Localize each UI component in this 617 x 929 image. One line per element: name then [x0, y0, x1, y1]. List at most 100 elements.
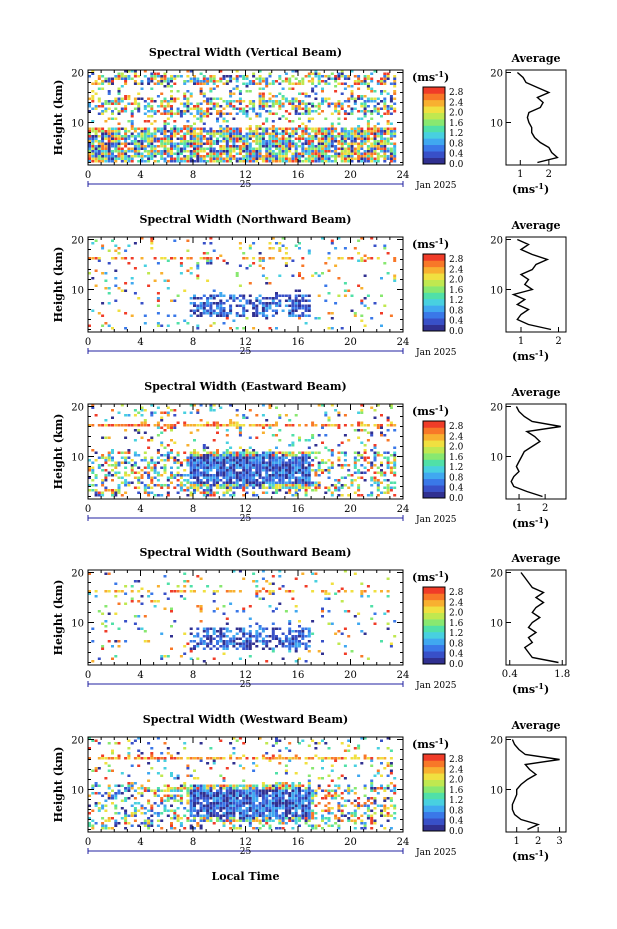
heatmap-cell: [255, 312, 259, 315]
heatmap-cell: [271, 137, 275, 140]
day-label: 25: [240, 180, 252, 190]
heatmap-cell: [209, 137, 213, 140]
heatmap-cell: [324, 461, 328, 464]
profile-x-tick-label: 2: [546, 169, 552, 180]
heatmap-cell: [278, 249, 282, 252]
heatmap-cell: [307, 294, 311, 297]
heatmap-cell: [209, 404, 213, 407]
heatmap-cell: [380, 80, 383, 83]
heatmap-cell: [370, 491, 374, 494]
heatmap-cell: [275, 294, 278, 297]
heatmap-cell: [107, 471, 111, 474]
heatmap-cell: [307, 304, 311, 307]
heatmap-cell: [291, 454, 295, 457]
heatmap-cell: [360, 80, 364, 83]
heatmap-cell: [114, 582, 118, 585]
heatmap-cell: [199, 142, 203, 145]
heatmap-cell: [265, 120, 269, 123]
heatmap-cell: [304, 314, 308, 317]
heatmap-cell: [166, 105, 170, 108]
heatmap-cell: [275, 491, 278, 494]
heatmap-cell: [386, 439, 390, 442]
heatmap-cell: [288, 459, 292, 462]
heatmap-cell: [225, 262, 229, 265]
heatmap-cell: [130, 157, 134, 160]
heatmap-cell: [278, 242, 282, 245]
heatmap-cell: [163, 471, 167, 474]
heatmap-cell: [179, 130, 183, 133]
heatmap-cell: [202, 446, 206, 449]
heatmap-cell: [383, 434, 387, 437]
heatmap-cell: [271, 424, 275, 427]
heatmap-cell: [294, 244, 298, 247]
heatmap-cell: [317, 404, 321, 407]
heatmap-cell: [222, 645, 226, 648]
heatmap-cell: [117, 152, 121, 155]
heatmap-cell: [147, 491, 151, 494]
heatmap-cell: [376, 424, 380, 427]
heatmap-cell: [383, 471, 387, 474]
heatmap-cell: [327, 486, 331, 489]
heatmap-cell: [196, 274, 200, 277]
heatmap-cell: [268, 92, 272, 95]
heatmap-cell: [193, 817, 196, 820]
colorbar-tick-label: 2.8: [449, 255, 464, 265]
heatmap-cell: [156, 474, 160, 477]
heatmap-cell: [261, 145, 265, 148]
heatmap-cell: [179, 655, 183, 658]
heatmap-cell: [386, 456, 390, 459]
heatmap-cell: [370, 466, 374, 469]
heatmap-cell: [373, 135, 377, 138]
heatmap-cell: [350, 70, 354, 73]
heatmap-cell: [101, 647, 105, 650]
heatmap-cell: [389, 97, 393, 100]
heatmap-cell: [143, 615, 147, 618]
heatmap-cell: [370, 130, 374, 133]
heatmap-cell: [91, 157, 95, 160]
heatmap-cell: [304, 157, 308, 160]
heatmap-cell: [202, 155, 206, 158]
heatmap-cell: [117, 491, 121, 494]
heatmap-cell: [389, 489, 393, 492]
heatmap-cell: [350, 157, 354, 160]
heatmap-cell: [314, 474, 318, 477]
heatmap-cell: [183, 632, 187, 635]
heatmap-cell: [370, 494, 374, 497]
heatmap-cell: [350, 474, 354, 477]
heatmap-cell: [380, 132, 383, 135]
heatmap-cell: [199, 82, 203, 85]
heatmap-cell: [245, 77, 249, 80]
heatmap-cell: [209, 406, 213, 409]
heatmap-cell: [120, 424, 124, 427]
heatmap-cell: [219, 637, 223, 640]
heatmap-cell: [288, 622, 292, 625]
heatmap-cell: [245, 257, 249, 260]
heatmap-cell: [324, 157, 328, 160]
x-tick-label: 0: [85, 337, 91, 348]
heatmap-cell: [291, 451, 295, 454]
heatmap-cell: [196, 140, 200, 143]
heatmap-cell: [357, 489, 361, 492]
heatmap-cell: [330, 130, 334, 133]
x-tick-label: 16: [292, 670, 305, 681]
heatmap-cell: [327, 819, 331, 822]
heatmap-cell: [235, 456, 239, 459]
heatmap-cell: [298, 152, 301, 155]
heatmap-cell: [347, 469, 351, 472]
heatmap-cell: [147, 115, 151, 118]
heatmap-cell: [111, 817, 114, 820]
heatmap-cell: [156, 297, 160, 300]
heatmap-cell: [304, 439, 308, 442]
heatmap-cell: [212, 600, 216, 603]
heatmap-cell: [97, 494, 101, 497]
heatmap-cell: [222, 424, 226, 427]
heatmap-cell: [275, 242, 278, 245]
heatmap-cell: [380, 424, 383, 427]
heatmap-cell: [258, 125, 262, 128]
heatmap-cell: [124, 471, 128, 474]
heatmap-cell: [193, 459, 196, 462]
heatmap-cell: [97, 257, 101, 260]
heatmap-cell: [268, 100, 272, 103]
heatmap-cell: [321, 75, 324, 78]
heatmap-cell: [156, 72, 160, 75]
